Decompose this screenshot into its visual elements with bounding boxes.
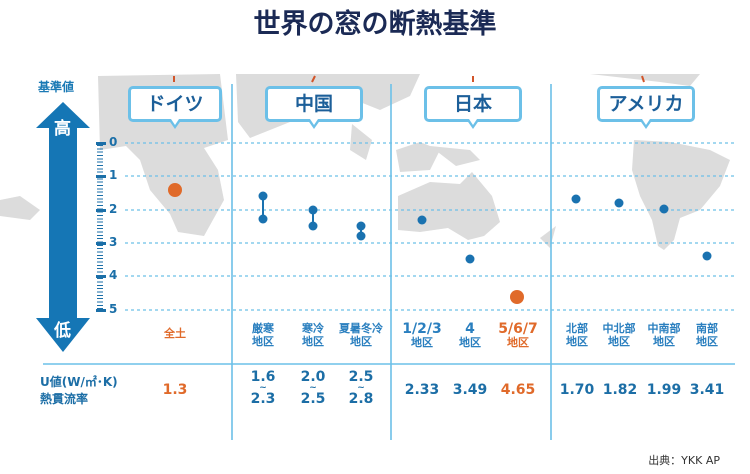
tick-label: 3 <box>109 235 118 249</box>
u-value-label: U値(W/㎡･K) 熱貫流率 <box>40 375 118 406</box>
region-label: 南部 地区 <box>696 322 718 348</box>
tick-label: 4 <box>109 268 118 282</box>
major-tick <box>96 142 106 145</box>
callout-germany: ドイツ <box>128 86 222 129</box>
region-label: 全土 <box>164 327 186 340</box>
axis-label: 基準値 <box>38 80 75 94</box>
u-value: 3.41 <box>689 382 725 398</box>
u-value: 1.3 <box>162 382 188 398</box>
region-label: 中北部 地区 <box>602 322 636 348</box>
u-value: 4.65 <box>500 382 536 398</box>
callout-japan: 日本 <box>424 86 522 129</box>
u-value: 2.33 <box>404 382 440 398</box>
high-low-arrow <box>36 102 90 352</box>
source-credit: 出典：YKK AP <box>648 454 720 467</box>
u-value-range: 2.5 ~2.8 <box>348 369 374 407</box>
data-points <box>168 183 712 304</box>
chart-title: 世界の窓の断熱基準 <box>253 9 497 40</box>
tick-label: 1 <box>109 168 118 182</box>
u-value: 1.99 <box>646 382 682 398</box>
column-dividers <box>231 84 552 440</box>
pin-marks <box>173 75 645 83</box>
minor-ticks <box>97 145 103 309</box>
u-value-range: 2.0 ~2.5 <box>300 369 326 407</box>
region-label: 夏暑冬冷 地区 <box>339 322 383 348</box>
region-label: 寒冷 地区 <box>302 322 324 348</box>
u-value: 1.82 <box>602 382 638 398</box>
callout-usa: アメリカ <box>597 86 695 129</box>
tick-label: 5 <box>109 302 118 316</box>
callout-china: 中国 <box>265 86 363 129</box>
region-label: 北部 地区 <box>566 322 588 348</box>
tick-label: 2 <box>109 202 118 216</box>
low-label: 低 <box>54 321 71 341</box>
u-value: 3.49 <box>452 382 488 398</box>
region-label: 厳寒 地区 <box>252 322 274 348</box>
region-label: 5/6/7 地区 <box>498 321 538 349</box>
region-label: 4 地区 <box>459 321 481 349</box>
u-value: 1.70 <box>559 382 595 398</box>
major-tick <box>96 309 106 312</box>
region-label: 中南部 地区 <box>647 322 681 348</box>
tick-label: 0 <box>109 135 118 149</box>
u-value-range: 1.6 ~2.3 <box>250 369 276 407</box>
high-label: 高 <box>54 119 71 139</box>
region-label: 1/2/3 地区 <box>402 321 442 349</box>
